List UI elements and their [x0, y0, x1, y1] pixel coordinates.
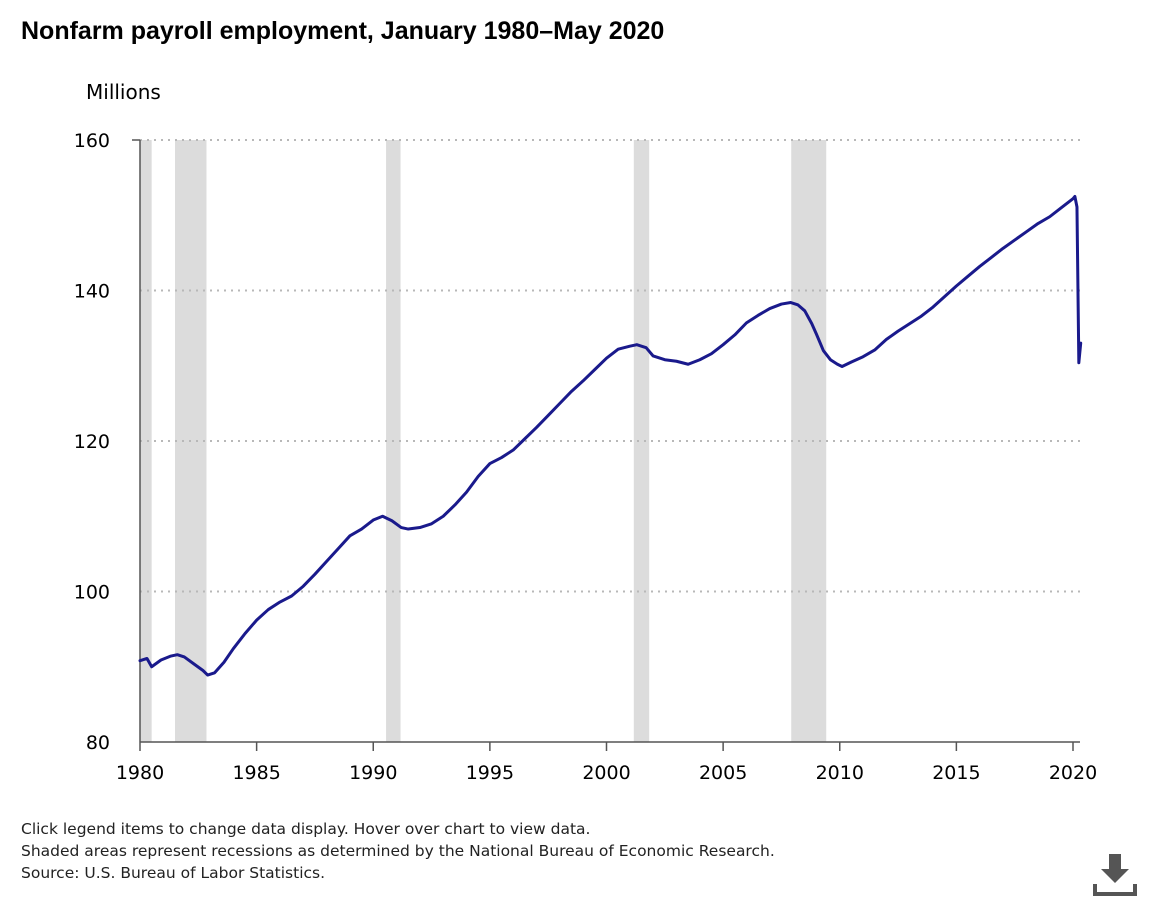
recession-band-0	[140, 140, 152, 742]
y-tick-label: 120	[74, 431, 110, 453]
x-tick-label: 1990	[349, 762, 397, 784]
chart-title: Nonfarm payroll employment, January 1980…	[21, 17, 665, 45]
download-icon[interactable]	[1092, 852, 1138, 896]
x-tick-labels: 1980 1985 1990 1995 2000 2005 2010 2015 2020	[116, 742, 1097, 784]
axes	[132, 139, 1080, 743]
y-axis-unit-label: Millions	[86, 80, 161, 104]
y-tick-label: 100	[74, 582, 110, 604]
x-tick-label: 1980	[116, 762, 164, 784]
x-tick-label: 2015	[932, 762, 980, 784]
recession-band-3	[633, 140, 650, 742]
x-tick-label: 1985	[232, 762, 280, 784]
x-tick-label: 2010	[816, 762, 864, 784]
y-tick-label: 80	[86, 732, 110, 754]
gridlines	[140, 139, 1080, 593]
chart-notes: Click legend items to change data displa…	[21, 818, 775, 884]
recession-bands	[140, 140, 827, 742]
x-tick-label: 2020	[1049, 762, 1097, 784]
note-legend-hint: Click legend items to change data displa…	[21, 820, 591, 838]
x-tick-label: 1995	[466, 762, 514, 784]
y-tick-label: 160	[74, 130, 110, 152]
x-tick-label: 2005	[699, 762, 747, 784]
series-line-group	[138, 194, 1083, 677]
note-source: Source: U.S. Bureau of Labor Statistics.	[21, 864, 326, 882]
series-line-0	[138, 194, 1083, 677]
y-tick-label: 140	[74, 281, 110, 303]
note-recessions: Shaded areas represent recessions as det…	[21, 842, 775, 860]
y-tick-labels: 160 140 120 100 80	[74, 130, 110, 754]
x-tick-label: 2000	[582, 762, 630, 784]
chart-svg[interactable]: Millions 160 140 120 100 80 1980 1985 1990 1995…	[0, 0, 1160, 810]
